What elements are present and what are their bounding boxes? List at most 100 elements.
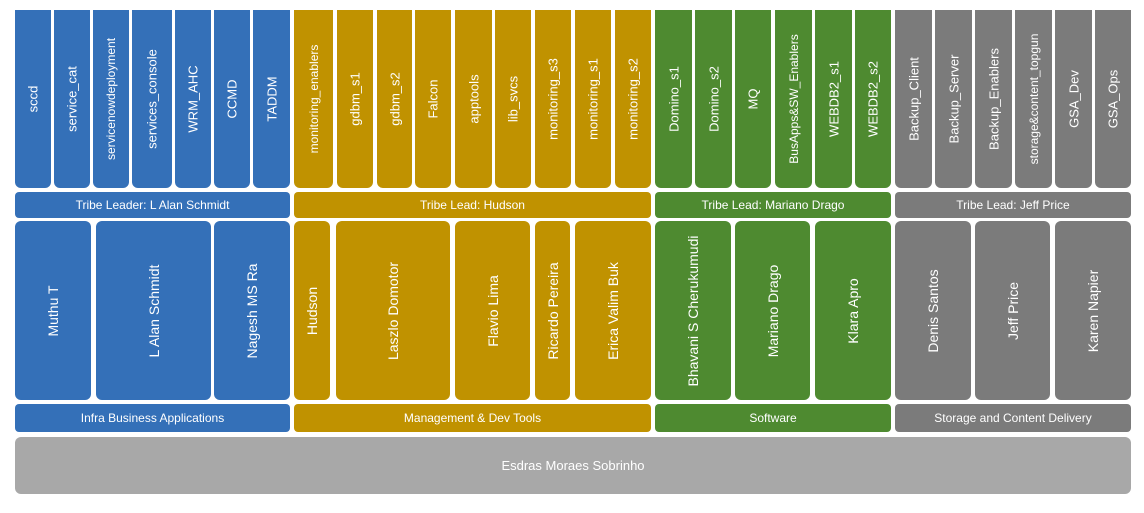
squad-tile[interactable]: gdbm_s2	[377, 10, 412, 188]
tribe-lead-bar: Tribe Lead: Jeff Price	[895, 192, 1131, 218]
squad-label: Backup_Server	[946, 54, 961, 144]
member-tile[interactable]: Ricardo Pereira	[535, 221, 570, 400]
member-tile[interactable]: Erica Valim Buk	[575, 221, 651, 400]
department-label: Storage and Content Delivery	[934, 411, 1092, 425]
member-name: Laszlo Domotor	[385, 261, 401, 360]
squad-label: storage&content_topgun	[1026, 33, 1041, 165]
member-name: Karen Napier	[1085, 269, 1101, 352]
member-tile[interactable]: Mariano Drago	[735, 221, 810, 400]
executive-bar: Esdras Moraes Sobrinho	[15, 437, 1131, 494]
squad-label: monitoring_enablers	[306, 44, 321, 154]
member-tile[interactable]: Hudson	[294, 221, 330, 400]
squad-tile[interactable]: monitoring_s2	[615, 10, 651, 188]
squad-label: servicenowdeployment	[104, 37, 118, 161]
squad-label: gdbm_s2	[387, 72, 402, 126]
member-name: Jeff Price	[1004, 281, 1021, 340]
squad-label: BusApps&SW_Enablers	[786, 34, 801, 164]
squad-label: Domino_s2	[706, 66, 721, 132]
squad-tile[interactable]: Falcon	[415, 10, 451, 188]
squad-label: services_console	[144, 49, 160, 149]
squad-label: lib_svcs	[505, 75, 521, 123]
squad-tile[interactable]: Backup_Server	[935, 10, 972, 188]
member-name: Flavio Lima	[484, 274, 501, 347]
squad-label: MQ	[745, 88, 761, 110]
squad-tile[interactable]: Backup_Enablers	[975, 10, 1012, 188]
member-name: Hudson	[304, 286, 320, 335]
squad-tile[interactable]: service_cat	[54, 10, 90, 188]
squad-tile[interactable]: WEBDB2_s2	[855, 10, 891, 188]
squad-label: gdbm_s1	[347, 72, 363, 126]
member-name: Bhavani S Cherukumudi	[685, 235, 701, 386]
member-tile[interactable]: Jeff Price	[975, 221, 1050, 400]
squad-label: monitoring_s2	[625, 58, 641, 140]
tribe-lead-label: Tribe Lead: Hudson	[420, 198, 525, 212]
member-tile[interactable]: L Alan Schmidt	[96, 221, 211, 400]
squad-tile[interactable]: Domino_s2	[695, 10, 732, 188]
squad-tile[interactable]: lib_svcs	[495, 10, 531, 188]
member-name: Denis Santos	[925, 268, 941, 353]
tribe-lead-label: Tribe Lead: Mariano Drago	[701, 198, 845, 212]
squad-tile[interactable]: monitoring_s1	[575, 10, 611, 188]
member-tile[interactable]: Flavio Lima	[455, 221, 530, 400]
department-bar: Software	[655, 404, 891, 432]
squad-tile[interactable]: CCMD	[214, 10, 250, 188]
squad-label: Domino_s1	[666, 66, 681, 132]
member-tile[interactable]: Karen Napier	[1055, 221, 1131, 400]
squad-tile[interactable]: apptools	[455, 10, 492, 188]
squad-tile[interactable]: sccd	[15, 10, 51, 188]
squad-label: WEBDB2_s1	[826, 61, 841, 137]
member-tile[interactable]: Bhavani S Cherukumudi	[655, 221, 731, 400]
member-name: L Alan Schmidt	[145, 264, 162, 357]
squad-label: CCMD	[224, 79, 240, 119]
squad-label: Backup_Enablers	[986, 48, 1001, 150]
department-label: Software	[749, 411, 797, 425]
member-tile[interactable]: Klara Apro	[815, 221, 891, 400]
department-label: Management & Dev Tools	[403, 411, 542, 425]
squad-label: service_cat	[64, 66, 80, 132]
member-name: Klara Apro	[845, 277, 861, 344]
squad-label: monitoring_s3	[545, 58, 561, 140]
squad-tile[interactable]: MQ	[735, 10, 771, 188]
tribe-lead-bar: Tribe Lead: Hudson	[294, 192, 651, 218]
squad-label: TADDM	[264, 76, 279, 122]
squad-label: WRM_AHC	[185, 65, 201, 133]
squad-label: monitoring_s1	[585, 58, 601, 140]
tribe-lead-bar: Tribe Leader: L Alan Schmidt	[15, 192, 290, 218]
squad-tile[interactable]: WEBDB2_s1	[815, 10, 852, 188]
squad-tile[interactable]: monitoring_s3	[535, 10, 571, 188]
department-bar: Management & Dev Tools	[294, 404, 651, 432]
department-label: Infra Business Applications	[80, 411, 225, 425]
squad-label: sccd	[25, 85, 41, 113]
tribe-lead-bar: Tribe Lead: Mariano Drago	[655, 192, 891, 218]
squad-tile[interactable]: Backup_Client	[895, 10, 932, 188]
squad-tile[interactable]: WRM_AHC	[175, 10, 211, 188]
member-name: Muthu T	[45, 284, 61, 337]
squad-tile[interactable]: storage&content_topgun	[1015, 10, 1052, 188]
squad-tile[interactable]: gdbm_s1	[337, 10, 373, 188]
executive-name: Esdras Moraes Sobrinho	[501, 458, 645, 473]
squad-tile[interactable]: GSA_Dev	[1055, 10, 1092, 188]
squad-tile[interactable]: TADDM	[253, 10, 290, 188]
member-tile[interactable]: Denis Santos	[895, 221, 971, 400]
member-name: Ricardo Pereira	[544, 261, 561, 360]
squad-tile[interactable]: Domino_s1	[655, 10, 692, 188]
department-bar: Storage and Content Delivery	[895, 404, 1131, 432]
squad-label: GSA_Ops	[1105, 69, 1121, 129]
squad-tile[interactable]: BusApps&SW_Enablers	[775, 10, 812, 188]
member-name: Erica Valim Buk	[605, 261, 621, 360]
member-tile[interactable]: Laszlo Domotor	[336, 221, 450, 400]
squad-tile[interactable]: GSA_Ops	[1095, 10, 1131, 188]
member-name: Mariano Drago	[764, 264, 781, 357]
squad-label: WEBDB2_s2	[865, 61, 881, 137]
squad-tile[interactable]: monitoring_enablers	[294, 10, 333, 188]
squad-tile[interactable]: servicenowdeployment	[93, 10, 129, 188]
member-name: Nagesh MS Ra	[244, 263, 260, 358]
department-bar: Infra Business Applications	[15, 404, 290, 432]
squad-tile[interactable]: services_console	[132, 10, 172, 188]
member-tile[interactable]: Nagesh MS Ra	[214, 221, 290, 400]
squad-label: GSA_Dev	[1066, 70, 1081, 128]
squad-label: Falcon	[425, 79, 441, 119]
tribe-lead-label: Tribe Leader: L Alan Schmidt	[75, 198, 230, 212]
member-tile[interactable]: Muthu T	[15, 221, 91, 400]
